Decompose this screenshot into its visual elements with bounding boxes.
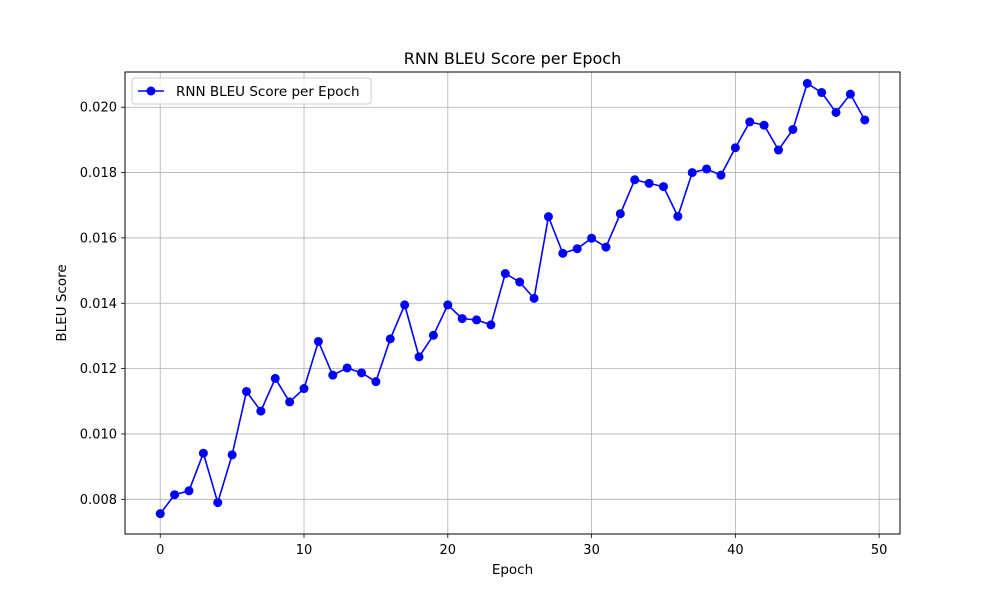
x-tick-label: 50: [871, 543, 888, 558]
data-point: [515, 277, 525, 287]
y-tick-label: 0.014: [80, 297, 117, 312]
data-point: [241, 386, 251, 396]
data-point: [213, 498, 223, 508]
data-point: [831, 107, 841, 117]
data-point: [457, 314, 467, 324]
data-point: [572, 244, 582, 254]
legend-marker-swatch: [146, 86, 156, 96]
data-point: [385, 334, 395, 344]
data-point: [529, 293, 539, 303]
x-tick-label: 30: [583, 543, 600, 558]
y-tick-label: 0.018: [80, 166, 117, 181]
data-point: [587, 233, 597, 243]
data-point: [313, 336, 323, 346]
data-point: [630, 175, 640, 185]
legend-box: [131, 77, 372, 105]
y-tick-label: 0.016: [80, 231, 117, 246]
data-point: [716, 170, 726, 180]
data-point: [817, 88, 827, 98]
x-tick-label: 20: [440, 543, 457, 558]
data-point: [774, 145, 784, 155]
data-point: [270, 373, 280, 383]
data-point: [170, 490, 180, 500]
y-tick-label: 0.020: [80, 101, 117, 116]
data-point: [357, 368, 367, 378]
data-point: [342, 363, 352, 373]
data-point: [687, 168, 697, 178]
data-point: [730, 143, 740, 153]
data-point: [285, 397, 295, 407]
data-point: [155, 509, 165, 519]
y-tick-label: 0.008: [80, 493, 117, 508]
data-point: [328, 370, 338, 380]
data-point: [443, 300, 453, 310]
data-point: [256, 406, 266, 416]
data-point: [414, 352, 424, 362]
data-point: [558, 248, 568, 258]
data-point: [615, 209, 625, 219]
data-point: [601, 242, 611, 252]
data-point: [400, 300, 410, 310]
x-tick-label: 40: [727, 543, 744, 558]
data-point: [788, 124, 798, 134]
data-point: [673, 211, 683, 221]
data-point: [759, 120, 769, 130]
data-point: [500, 269, 510, 279]
data-point: [702, 164, 712, 174]
data-point: [644, 178, 654, 188]
data-point: [486, 320, 496, 330]
x-tick-label: 0: [156, 543, 164, 558]
chart-title: RNN BLEU Score per Epoch: [404, 49, 622, 68]
data-point: [371, 377, 381, 387]
data-point: [745, 117, 755, 127]
y-axis-label: BLEU Score: [54, 264, 70, 341]
grid: [125, 72, 900, 534]
x-tick-label: 10: [296, 543, 313, 558]
data-point: [472, 315, 482, 325]
y-tick-label: 0.012: [80, 362, 117, 377]
data-point: [802, 78, 812, 88]
y-axis-ticks: 0.008 0.010 0.012 0.014 0.016 0.018 0.020: [80, 101, 125, 508]
data-point: [428, 330, 438, 340]
data-point: [299, 384, 309, 394]
data-point: [845, 89, 855, 99]
data-point: [227, 450, 237, 460]
data-point: [543, 212, 553, 222]
data-point: [658, 182, 668, 192]
data-point: [860, 115, 870, 125]
x-axis-ticks: 0 10 20 30 40 50: [156, 534, 887, 558]
series-line: [159, 82, 866, 515]
y-tick-label: 0.010: [80, 427, 117, 442]
legend: RNN BLEU Score per Epoch: [131, 77, 372, 105]
series-layer: [155, 78, 870, 519]
data-point: [198, 448, 208, 458]
legend-entry-label: RNN BLEU Score per Epoch: [176, 84, 360, 100]
data-point: [184, 486, 194, 496]
x-axis-label: Epoch: [492, 562, 533, 578]
